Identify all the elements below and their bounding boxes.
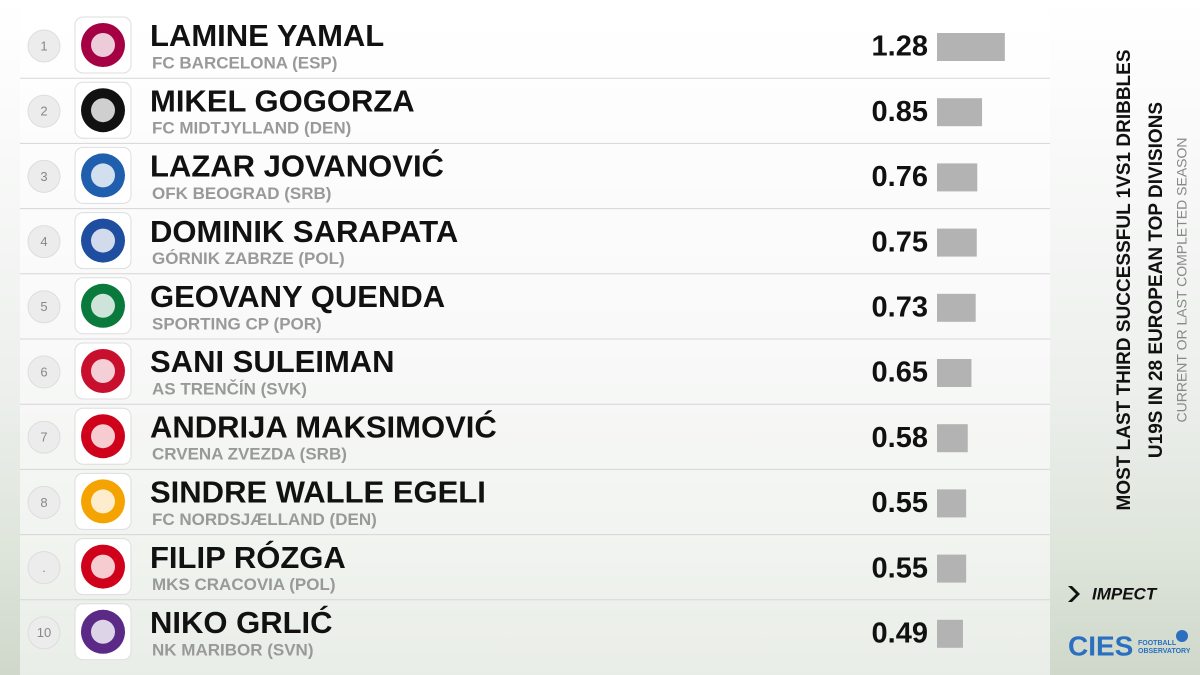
club-logo-inner: [91, 293, 115, 318]
club-name: MKS CRACOVIA (POL): [152, 575, 336, 594]
club-name: FC BARCELONA (ESP): [152, 53, 337, 72]
rank: 5: [40, 299, 47, 314]
cies-sub: FOOTBALL OBSERVATORY: [1138, 640, 1190, 655]
rank-badge: [27, 29, 61, 63]
value-label: 0.58: [872, 422, 928, 454]
club-name: SPORTING CP (POR): [152, 314, 322, 333]
bar: [937, 228, 977, 257]
impect-logo: IMPECT: [1092, 584, 1158, 603]
club-name: AS TRENČÍN (SVK): [152, 379, 307, 398]
club-logo-inner: [91, 33, 115, 57]
value-label: 0.49: [872, 617, 928, 649]
rank: 7: [40, 430, 47, 445]
rank: 8: [40, 495, 47, 510]
rank: 3: [40, 169, 47, 184]
subtitle: CURRENT OR LAST COMPLETED SEASON: [1174, 138, 1190, 423]
rank-badge: [27, 551, 61, 585]
player-name: LAMINE YAMAL: [150, 18, 384, 53]
club-logo-inner: [91, 163, 115, 188]
title-line: U19S IN 28 EUROPEAN TOP DIVISIONS: [1146, 102, 1167, 458]
value-label: 0.76: [872, 161, 928, 193]
rank-badge: [27, 290, 61, 324]
player-name: FILIP RÓZGA: [150, 539, 346, 575]
value-label: 0.85: [872, 96, 928, 128]
player-name: ANDRIJA MAKSIMOVIĆ: [150, 408, 497, 444]
rank: 6: [40, 364, 47, 379]
value-label: 1.28: [872, 31, 928, 63]
rank: .: [42, 560, 46, 575]
club-name: FC MIDTJYLLAND (DEN): [152, 119, 351, 138]
bar: [937, 163, 978, 192]
club-logo-inner: [91, 228, 115, 253]
rank-badge: [27, 420, 61, 454]
club-logo-inner: [91, 98, 115, 123]
bar: [937, 424, 968, 453]
rank-badge: [27, 225, 61, 259]
cies-logo: CIES: [1068, 630, 1133, 661]
rank-badge: [27, 94, 61, 128]
player-name: MIKEL GOGORZA: [150, 83, 415, 118]
club-name: CRVENA ZVEZDA (SRB): [152, 445, 347, 464]
bar: [937, 359, 972, 387]
club-logo-inner: [91, 489, 115, 514]
club-logo-inner: [91, 424, 115, 449]
value-label: 0.65: [872, 357, 928, 389]
rank: 2: [40, 104, 47, 119]
title-line: MOST LAST THIRD SUCCESSFUL 1VS1 DRIBBLES: [1114, 50, 1135, 511]
rank-badge: [27, 355, 61, 389]
cies-sub-box: FOOTBALL OBSERVATORY: [1138, 640, 1190, 655]
player-name: GEOVANY QUENDA: [150, 279, 445, 314]
value-label: 0.73: [872, 291, 928, 323]
bar: [937, 98, 983, 127]
bar: [937, 293, 976, 322]
rank: 1: [40, 38, 47, 53]
cies-ball: [1176, 630, 1188, 642]
rank-badge: [27, 485, 61, 519]
title-group: MOST LAST THIRD SUCCESSFUL 1VS1 DRIBBLES…: [1114, 50, 1190, 511]
club-logo-inner: [91, 554, 115, 579]
player-name: NIKO GRLIĆ: [150, 604, 333, 640]
impect-icon: [1068, 586, 1080, 602]
club-name: NK MARIBOR (SVN): [152, 640, 314, 659]
player-name: SANI SULEIMAN: [150, 344, 395, 379]
player-name: DOMINIK SARAPATA: [150, 214, 458, 249]
value-label: 0.55: [872, 487, 928, 519]
player-name: LAZAR JOVANOVIĆ: [150, 148, 444, 184]
rank: 4: [40, 234, 47, 249]
club-name: GÓRNIK ZABRZE (POL): [152, 249, 345, 268]
club-name: OFK BEOGRAD (SRB): [152, 184, 331, 203]
panel: [20, 10, 1050, 675]
rank: 10: [37, 625, 51, 640]
value-label: 0.75: [872, 226, 928, 258]
bar: [937, 554, 967, 583]
rank-badge: [27, 616, 61, 650]
player-name: SINDRE WALLE EGELI: [150, 475, 486, 510]
bar: [937, 619, 963, 648]
club-name: FC NORDSJÆLLAND (DEN): [152, 510, 377, 529]
rank-badge: [27, 159, 61, 193]
bar: [937, 489, 967, 518]
club-logo-inner: [91, 619, 115, 644]
club-logo-inner: [91, 359, 115, 383]
bar: [937, 33, 1005, 61]
value-label: 0.55: [872, 552, 928, 584]
